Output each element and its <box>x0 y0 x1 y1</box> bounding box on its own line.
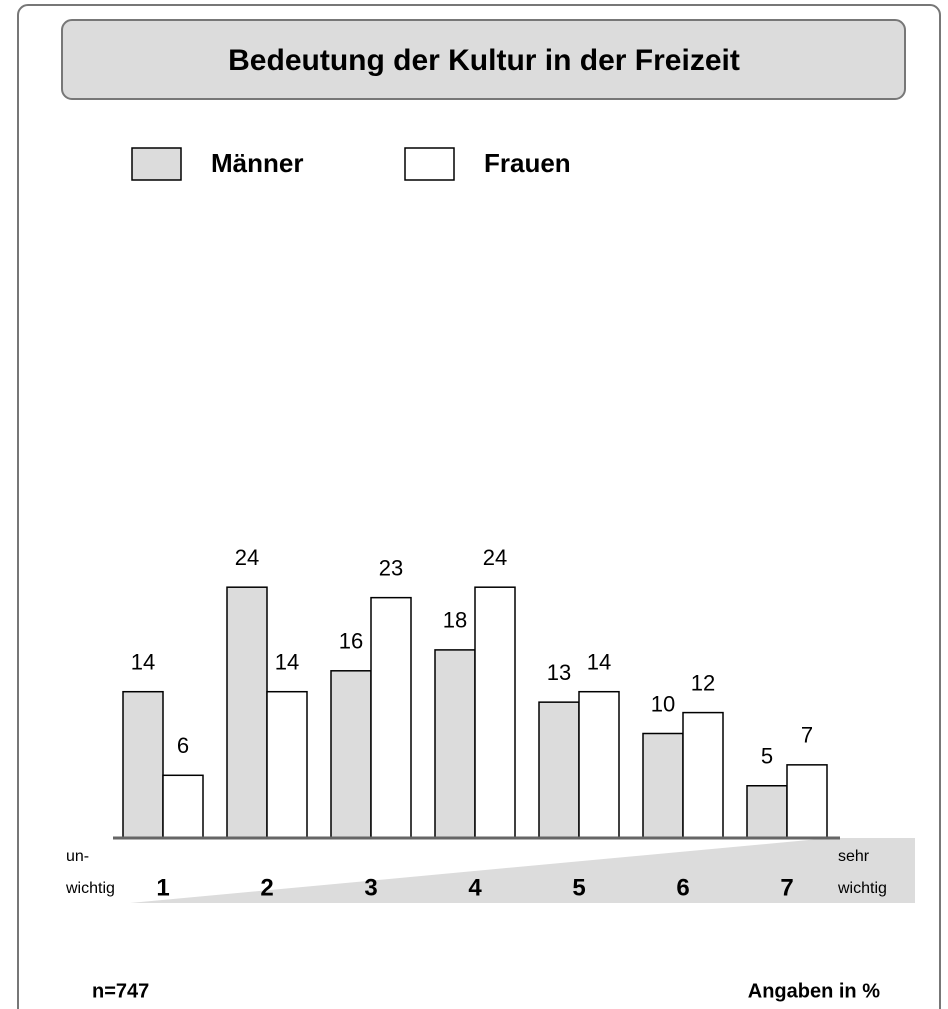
bar <box>642 732 684 839</box>
value-label: 24 <box>235 545 259 570</box>
bar <box>266 690 308 839</box>
importance-wedge <box>130 838 915 903</box>
value-label: 10 <box>651 691 675 716</box>
value-label: 23 <box>379 555 403 580</box>
title-box <box>61 19 906 100</box>
x-tick-label: 6 <box>676 874 689 901</box>
legend-swatch <box>131 147 182 181</box>
value-label: 13 <box>547 660 571 685</box>
x-tick-label: 1 <box>156 874 169 901</box>
high-label: sehr <box>838 848 870 865</box>
bar <box>538 701 580 839</box>
unit-note: Angaben in % <box>748 980 880 1002</box>
bar <box>786 764 828 839</box>
value-label: 7 <box>801 723 813 748</box>
value-label: 5 <box>761 744 773 769</box>
bar <box>370 596 412 839</box>
bar <box>226 586 268 839</box>
bar <box>330 670 372 839</box>
value-label: 14 <box>131 650 155 675</box>
bar <box>578 690 620 839</box>
bar <box>122 690 164 839</box>
legend-swatch <box>404 147 455 181</box>
x-tick-label: 3 <box>364 874 377 901</box>
x-tick-label: 4 <box>468 874 482 901</box>
bar <box>162 774 204 839</box>
bar <box>434 649 476 839</box>
legend-label: Männer <box>211 148 303 178</box>
chart-title: Bedeutung der Kultur in der Freizeit <box>228 44 740 77</box>
legend-label: Frauen <box>484 148 571 178</box>
bar <box>682 711 724 839</box>
value-label: 12 <box>691 670 715 695</box>
value-label: 14 <box>587 650 611 675</box>
value-label: 24 <box>483 545 507 570</box>
bar <box>746 785 788 839</box>
low-label: wichtig <box>65 880 115 897</box>
value-label: 16 <box>339 629 363 654</box>
low-label: un- <box>66 848 89 865</box>
sample-size: n=747 <box>92 980 149 1002</box>
x-tick-label: 7 <box>780 874 793 901</box>
x-tick-label: 5 <box>572 874 585 901</box>
value-label: 18 <box>443 608 467 633</box>
value-label: 14 <box>275 650 299 675</box>
bar <box>474 586 516 839</box>
value-label: 6 <box>177 733 189 758</box>
high-label: wichtig <box>837 880 887 897</box>
x-tick-label: 2 <box>260 874 273 901</box>
